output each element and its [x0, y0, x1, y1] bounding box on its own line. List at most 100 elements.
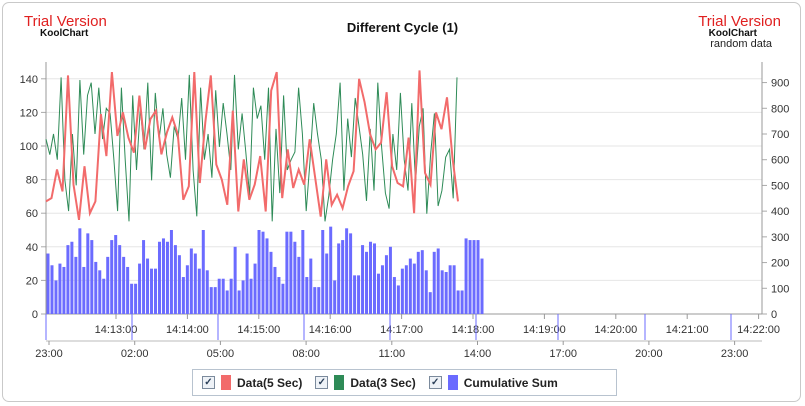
y-right-tick-label: 100 [771, 283, 789, 295]
y-right-tick-label: 400 [771, 206, 789, 218]
cumulative-bar [213, 287, 217, 314]
cumulative-bar [62, 266, 66, 314]
cumulative-bar [345, 228, 349, 314]
legend-swatch-data5 [221, 375, 231, 390]
cumulative-bar [169, 230, 173, 314]
cumulative-bar [142, 240, 146, 314]
trial-watermark-left: Trial Version [24, 13, 107, 30]
x-time-tick-label: 14:21:00 [666, 324, 709, 336]
cumulative-bar [452, 265, 456, 314]
cumulative-bar [114, 235, 118, 314]
cumulative-bar [130, 283, 134, 314]
cumulative-bar [448, 265, 452, 314]
cumulative-bar [420, 250, 424, 314]
cumulative-bar [289, 231, 293, 314]
cumulative-bar [428, 292, 432, 314]
cumulative-bar [392, 277, 396, 314]
legend-checkbox-data5[interactable]: ✓ [202, 376, 215, 389]
cumulative-bar [472, 240, 476, 314]
legend-item-data5[interactable]: ✓ Data(5 Sec) [202, 375, 302, 390]
cumulative-bar [205, 270, 209, 314]
legend-label-data5: Data(5 Sec) [237, 375, 303, 390]
x-hour-tick-label: 17:00 [549, 348, 577, 360]
cumulative-bar [229, 278, 233, 314]
cumulative-bar [369, 241, 373, 314]
cumulative-bar [476, 240, 480, 314]
cumulative-bar [185, 265, 189, 314]
cumulative-bar [301, 230, 305, 314]
brand-watermark-left: KoolChart [40, 28, 89, 39]
cumulative-bar [102, 278, 106, 314]
legend-item-cumulative[interactable]: ✓ Cumulative Sum [428, 375, 558, 390]
cumulative-bar [400, 268, 404, 314]
cumulative-bar [82, 266, 86, 314]
cumulative-bar [412, 263, 416, 314]
y-left-tick-label: 140 [20, 74, 38, 86]
cumulative-bar [173, 245, 177, 314]
cumulative-bar [46, 253, 50, 314]
x-time-tick-label: 14:13:00 [95, 324, 138, 336]
cumulative-bar [337, 243, 341, 314]
y-right-tick-label: 200 [771, 258, 789, 270]
x-time-tick-label: 14:20:00 [594, 324, 637, 336]
x-time-tick-label: 14:16:00 [309, 324, 352, 336]
cumulative-bar [464, 238, 468, 314]
cumulative-bar [468, 240, 472, 314]
cumulative-bar [436, 248, 440, 314]
cumulative-bar [372, 243, 376, 314]
cumulative-bar [90, 240, 94, 314]
cumulative-bar [281, 283, 285, 314]
cumulative-bar [305, 277, 309, 314]
cumulative-bar [380, 265, 384, 314]
cumulative-bar [261, 231, 265, 314]
cumulative-bar [217, 278, 221, 314]
cumulative-bar [126, 266, 130, 314]
cumulative-bar [241, 280, 245, 314]
trial-watermark-right: Trial Version [698, 13, 781, 30]
cumulative-bar [134, 283, 138, 314]
cumulative-bar [181, 277, 185, 314]
cumulative-bar [329, 226, 333, 314]
cumulative-bar [396, 285, 400, 314]
cumulative-bar [309, 258, 313, 314]
cumulative-bar [245, 253, 249, 314]
legend-swatch-cumulative [447, 375, 458, 390]
legend-checkbox-data3[interactable]: ✓ [315, 376, 329, 389]
cumulative-bar [221, 278, 225, 314]
cumulative-bar [118, 245, 122, 314]
cumulative-bar [225, 290, 229, 314]
cumulative-bar [177, 255, 181, 314]
cumulative-bar [249, 278, 253, 314]
cumulative-bar [384, 255, 388, 314]
cumulative-bar [416, 251, 420, 314]
cumulative-bar [70, 241, 74, 314]
cumulative-bar [106, 256, 110, 314]
cumulative-bar [189, 248, 193, 314]
cumulative-bar [146, 258, 150, 314]
series-line-data3 [45, 74, 458, 222]
x-hour-tick-label: 23:00 [721, 348, 749, 360]
cumulative-bar [50, 265, 54, 314]
cumulative-bar [269, 251, 273, 314]
x-hour-tick-label: 11:00 [378, 348, 405, 360]
cumulative-bar [388, 246, 392, 314]
x-time-tick-label: 14:18:00 [452, 324, 495, 336]
cumulative-bar [444, 272, 448, 314]
cumulative-bar [157, 241, 161, 314]
legend-item-data3[interactable]: ✓ Data(3 Sec) [315, 375, 416, 390]
cumulative-bar [349, 233, 353, 314]
legend-checkbox-cumulative[interactable]: ✓ [428, 376, 442, 389]
brand-watermark-right: KoolChart [708, 28, 757, 39]
cumulative-bar [110, 240, 114, 314]
cumulative-bar [432, 251, 436, 314]
cumulative-bar [325, 253, 329, 314]
legend-label-cumulative: Cumulative Sum [463, 375, 558, 390]
cumulative-bar [265, 238, 269, 314]
y-right-tick-label: 500 [771, 180, 789, 192]
cumulative-bar [273, 266, 277, 314]
cumulative-bar [460, 290, 464, 314]
cumulative-bar [361, 245, 365, 314]
x-time-tick-label: 14:19:00 [523, 324, 566, 336]
cumulative-bar [257, 230, 261, 314]
cumulative-bar [233, 246, 237, 314]
